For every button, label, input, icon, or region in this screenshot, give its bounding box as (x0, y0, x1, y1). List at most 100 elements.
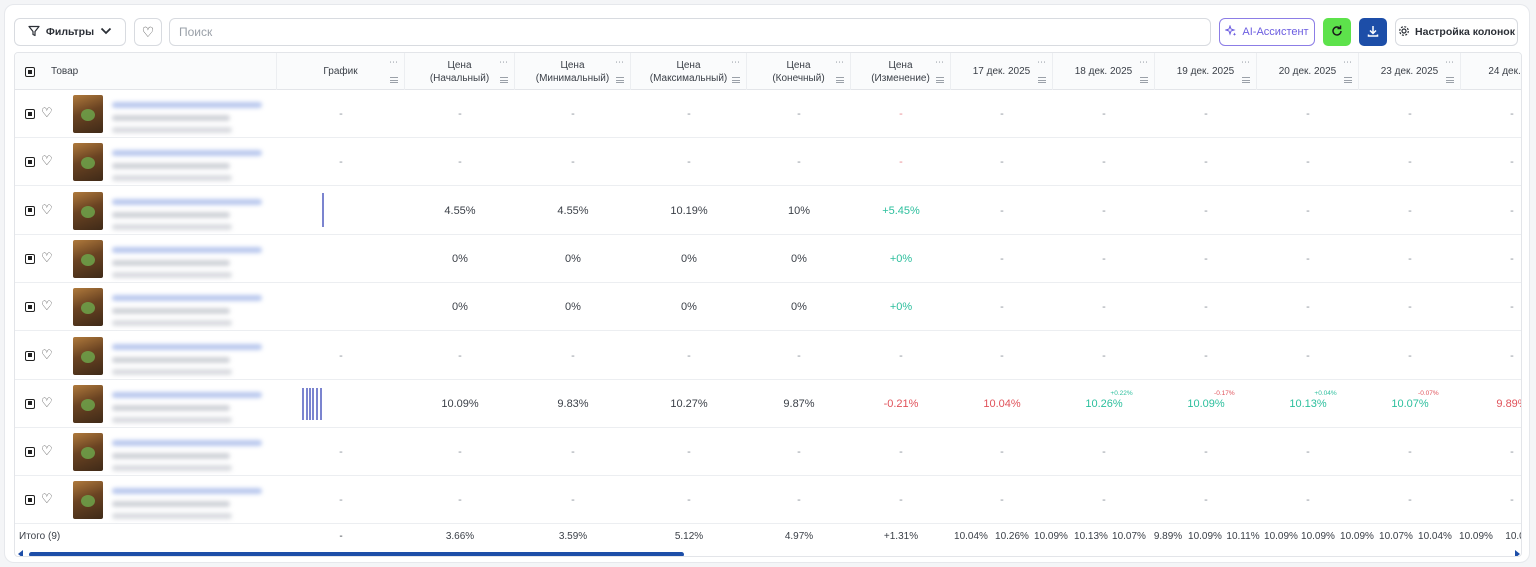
blurred-product-text (112, 501, 230, 508)
favorite-heart-icon[interactable]: ♡ (41, 298, 53, 314)
product-thumbnail[interactable] (73, 433, 103, 472)
header-date-label: 20 дек. 2025 (1278, 66, 1337, 77)
header-price-change[interactable]: Цена (Изменение) ⋯ (851, 53, 951, 90)
header-date[interactable]: 18 дек. 2025 ⋯ (1053, 53, 1155, 90)
header-product[interactable]: Товар (15, 53, 277, 90)
favorite-heart-icon[interactable]: ♡ (41, 201, 53, 217)
column-menu-icon[interactable] (616, 77, 624, 83)
product-thumbnail[interactable] (73, 384, 103, 423)
header-price-max[interactable]: Цена (Максимальный) ⋯ (631, 53, 747, 90)
column-more-icon[interactable]: ⋯ (1037, 57, 1046, 67)
ai-assistant-label: AI-Ассистент (1242, 26, 1309, 38)
column-more-icon[interactable]: ⋯ (1343, 57, 1352, 67)
product-thumbnail[interactable] (73, 143, 103, 182)
favorite-heart-icon[interactable]: ♡ (41, 249, 53, 265)
table-row[interactable]: ♡ - - - - - - - - - - - - (15, 90, 1521, 138)
column-more-icon[interactable]: ⋯ (389, 57, 398, 67)
filter-icon (28, 25, 40, 40)
row-checkbox[interactable] (25, 350, 35, 361)
row-checkbox[interactable] (25, 253, 35, 264)
column-menu-icon[interactable] (836, 77, 844, 83)
date-value-wrap: 10.26% +0.22% (1085, 390, 1132, 410)
row-checkbox[interactable] (25, 447, 35, 458)
column-more-icon[interactable]: ⋯ (1241, 57, 1250, 67)
favorite-heart-icon[interactable]: ♡ (41, 394, 53, 410)
column-more-icon[interactable]: ⋯ (1445, 57, 1454, 67)
row-checkbox[interactable] (25, 495, 35, 506)
column-menu-icon[interactable] (732, 77, 740, 83)
header-date[interactable]: 20 дек. 2025 ⋯ (1257, 53, 1359, 90)
column-menu-icon[interactable] (390, 77, 398, 83)
product-thumbnail[interactable] (73, 288, 103, 327)
column-menu-icon[interactable] (1344, 77, 1352, 83)
column-menu-icon[interactable] (1242, 77, 1250, 83)
total-date-value: 10.07% (1112, 530, 1146, 542)
favorite-heart-icon[interactable]: ♡ (41, 346, 53, 362)
column-more-icon[interactable]: ⋯ (615, 57, 624, 67)
row-checkbox[interactable] (25, 205, 35, 216)
header-chart[interactable]: График ⋯ (277, 53, 405, 90)
table-row[interactable]: ♡ - - - - - - - - - - - - (15, 138, 1521, 187)
header-price-end[interactable]: Цена (Конечный) ⋯ (747, 53, 851, 90)
header-date[interactable]: 23 дек. 2025 ⋯ (1359, 53, 1461, 90)
column-menu-icon[interactable] (1446, 77, 1454, 83)
scrollbar-thumb[interactable] (29, 552, 684, 556)
cell-start: - (458, 494, 462, 507)
favorite-heart-icon[interactable]: ♡ (41, 153, 53, 169)
column-menu-icon[interactable] (936, 77, 944, 83)
product-thumbnail[interactable] (73, 239, 103, 278)
column-menu-icon[interactable] (1038, 77, 1046, 83)
horizontal-scrollbar[interactable] (15, 549, 1521, 556)
row-checkbox[interactable] (25, 302, 35, 313)
product-thumbnail[interactable] (73, 336, 103, 375)
row-checkbox[interactable] (25, 398, 35, 409)
table-row[interactable]: ♡ 10.09% 9.83% 10.27% 9.87% -0.21% 10.04% 10.26… (15, 380, 1521, 428)
table-row[interactable]: ♡ - - - - - - - - - - - - (15, 332, 1521, 380)
header-date[interactable]: 24 дек. 20⋯ (1461, 53, 1521, 90)
column-more-icon[interactable]: ⋯ (835, 57, 844, 67)
column-more-icon[interactable]: ⋯ (935, 57, 944, 67)
cell-end: 0% (791, 301, 807, 314)
header-date[interactable]: 19 дек. 2025 ⋯ (1155, 53, 1257, 90)
table-row[interactable]: ♡ 0% 0% 0% 0% +0% - - - - - - (15, 235, 1521, 283)
column-settings-button[interactable]: Настройка колонок (1395, 18, 1518, 46)
product-thumbnail[interactable] (73, 191, 103, 230)
favorite-heart-icon[interactable]: ♡ (41, 491, 53, 507)
cell-date: - (1510, 446, 1514, 459)
header-date[interactable]: 17 дек. 2025 ⋯ (951, 53, 1053, 90)
product-thumbnail[interactable] (73, 481, 103, 520)
product-thumbnail[interactable] (73, 95, 103, 133)
header-price-start[interactable]: Цена (Начальный) ⋯ (405, 53, 515, 90)
column-more-icon[interactable]: ⋯ (499, 57, 508, 67)
table-row[interactable]: ♡ 0% 0% 0% 0% +0% - - - - - - (15, 283, 1521, 332)
row-checkbox[interactable] (25, 109, 35, 119)
refresh-button[interactable] (1323, 18, 1351, 46)
column-menu-icon[interactable] (500, 77, 508, 83)
favorites-button[interactable]: ♡ (134, 18, 162, 46)
filters-button[interactable]: Фильтры (14, 18, 126, 46)
search-input[interactable]: Поиск (169, 18, 1211, 46)
column-menu-icon[interactable] (1140, 77, 1148, 83)
chart-cell: - (339, 494, 343, 507)
column-more-icon[interactable]: ⋯ (1139, 57, 1148, 67)
table-row[interactable]: ♡ 4.55% 4.55% 10.19% 10% +5.45% - - - - - - (15, 187, 1521, 235)
cell-date: - (1000, 252, 1004, 265)
favorite-heart-icon[interactable]: ♡ (41, 105, 53, 120)
scroll-right-arrow-icon[interactable] (1515, 550, 1520, 556)
cell-min: 0% (565, 301, 581, 314)
table-row[interactable]: ♡ - - - - - - - - - - - - (15, 476, 1521, 525)
cell-date: - (1102, 108, 1106, 120)
cell-min: - (571, 349, 575, 362)
header-price-min[interactable]: Цена (Минимальный) ⋯ (515, 53, 631, 90)
row-checkbox[interactable] (25, 157, 35, 168)
gear-icon (1398, 25, 1410, 40)
table-row[interactable]: ♡ - - - - - - - - - - - - (15, 428, 1521, 477)
cell-date: - (1102, 446, 1106, 459)
favorite-heart-icon[interactable]: ♡ (41, 443, 53, 459)
header-price-change-label: Цена (Изменение) (871, 59, 930, 84)
download-button[interactable] (1359, 18, 1387, 46)
column-more-icon[interactable]: ⋯ (731, 57, 740, 67)
ai-assistant-button[interactable]: AI-Ассистент (1219, 18, 1315, 46)
scroll-left-arrow-icon[interactable] (18, 550, 23, 556)
select-all-checkbox[interactable] (25, 67, 35, 77)
